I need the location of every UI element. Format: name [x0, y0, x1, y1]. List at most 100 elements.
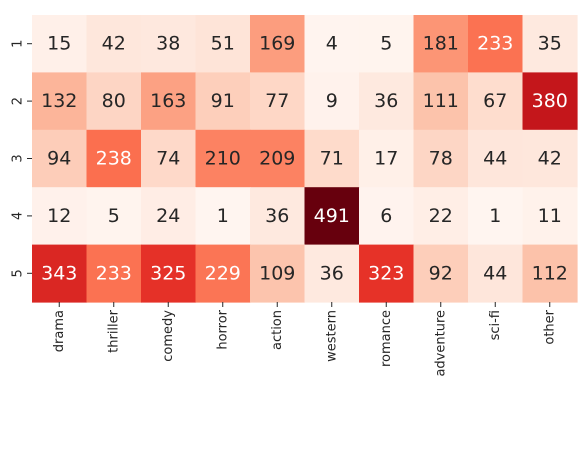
heatmap-cell [195, 72, 251, 131]
heatmap-cell [86, 72, 142, 131]
cell-value-label: 78 [429, 148, 453, 170]
heatmap-cell [32, 72, 88, 131]
heatmap-cell [250, 72, 306, 131]
cell-value-label: 491 [314, 205, 350, 227]
heatmap-cell [304, 15, 360, 73]
heatmap-cell [359, 244, 415, 303]
heatmap-cell [141, 187, 197, 246]
y-tick-label: 2 [11, 97, 26, 105]
x-tick-label: drama [52, 310, 67, 352]
heatmap-cell [304, 72, 360, 131]
y-tick-label: 4 [11, 212, 26, 220]
cell-value-label: 24 [156, 205, 180, 227]
heatmap-cell [250, 244, 306, 303]
cell-value-label: 209 [259, 148, 295, 170]
cell-value-label: 42 [538, 148, 562, 170]
cell-value-label: 4 [326, 33, 338, 55]
cell-value-label: 1 [217, 205, 229, 227]
cell-value-label: 9 [326, 90, 338, 112]
heatmap-cell [32, 187, 88, 246]
heatmap-cell [304, 129, 360, 188]
heatmap-cell [250, 129, 306, 188]
heatmap-cell [141, 244, 197, 303]
x-tick-label: sci-fi [488, 310, 503, 340]
heatmap-cell [359, 187, 415, 246]
heatmap-cell [304, 187, 360, 246]
heatmap-cell [86, 187, 142, 246]
heatmap-cell [413, 244, 469, 303]
cell-value-label: 229 [205, 262, 241, 284]
cell-value-label: 380 [532, 90, 568, 112]
cell-value-label: 94 [47, 148, 71, 170]
cell-value-label: 15 [47, 33, 71, 55]
x-tick-label: action [270, 310, 285, 350]
cell-value-label: 132 [41, 90, 77, 112]
cell-value-label: 67 [483, 90, 507, 112]
heatmap-cell [413, 15, 469, 73]
heatmap-cell [468, 15, 524, 73]
cell-value-label: 44 [483, 148, 507, 170]
cell-value-label: 1 [489, 205, 501, 227]
heatmap-cell [522, 15, 578, 73]
cell-value-label: 169 [259, 33, 295, 55]
heatmap-cell [250, 15, 306, 73]
heatmap-cell [522, 129, 578, 188]
heatmap-cell [413, 129, 469, 188]
cell-value-label: 51 [211, 33, 235, 55]
x-axis: drama thriller comedy horror action western ro… [52, 302, 557, 377]
cell-value-label: 5 [108, 205, 120, 227]
cell-value-label: 325 [150, 262, 186, 284]
heatmap-cell [141, 129, 197, 188]
cell-value-label: 163 [150, 90, 186, 112]
cell-value-label: 12 [47, 205, 71, 227]
y-tick-label: 5 [11, 269, 26, 277]
cell-value-label: 36 [374, 90, 398, 112]
heatmap-cell [86, 244, 142, 303]
heatmap-cell [32, 15, 88, 73]
x-tick-label: horror [215, 309, 230, 349]
cell-value-label: 6 [380, 205, 392, 227]
cell-value-label: 77 [265, 90, 289, 112]
x-tick-label: thriller [106, 309, 121, 353]
cell-value-label: 323 [368, 262, 404, 284]
heatmap-cell [359, 72, 415, 131]
cell-value-label: 210 [205, 148, 241, 170]
cell-value-label: 181 [423, 33, 459, 55]
heatmap-cell [141, 72, 197, 131]
heatmap-cell [359, 129, 415, 188]
cell-value-label: 5 [380, 33, 392, 55]
x-tick-label: comedy [161, 310, 176, 362]
heatmap-cell [195, 187, 251, 246]
heatmap-cell [32, 244, 88, 303]
y-axis: 1 2 3 4 5 [11, 40, 32, 277]
heatmap-cell [86, 129, 142, 188]
cell-value-label: 22 [429, 205, 453, 227]
cell-value-label: 91 [211, 90, 235, 112]
heatmap-cell [195, 244, 251, 303]
cell-value-label: 42 [102, 33, 126, 55]
heatmap-cell [468, 187, 524, 246]
heatmap-cell [413, 187, 469, 246]
cell-value-label: 80 [102, 90, 126, 112]
cell-value-label: 11 [538, 205, 562, 227]
y-tick-label: 1 [11, 40, 26, 48]
cell-value-label: 71 [320, 148, 344, 170]
cell-value-label: 238 [96, 148, 132, 170]
heatmap-cell [468, 244, 524, 303]
cell-value-label: 109 [259, 262, 295, 284]
cell-value-label: 38 [156, 33, 180, 55]
heatmap-cell [522, 187, 578, 246]
cell-value-label: 17 [374, 148, 398, 170]
cell-value-label: 35 [538, 33, 562, 55]
heatmap-cell [141, 15, 197, 73]
heatmap-cell [86, 15, 142, 73]
heatmap-cell [195, 129, 251, 188]
cell-value-label: 74 [156, 148, 180, 170]
heatmap-cell [195, 15, 251, 73]
y-tick-label: 3 [11, 154, 26, 162]
heatmap-cell [468, 129, 524, 188]
cell-value-label: 111 [423, 90, 459, 112]
cell-value-label: 44 [483, 262, 507, 284]
heatmap-cell [468, 72, 524, 131]
